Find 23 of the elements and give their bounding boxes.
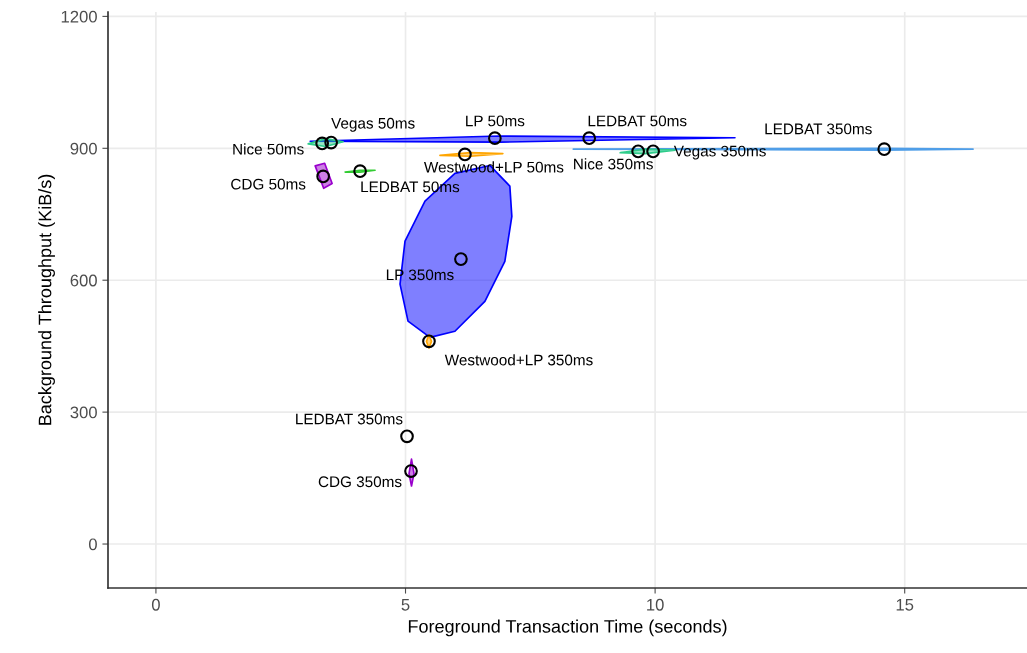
y-tick-label: 900 — [70, 142, 97, 155]
y-tick-label: 300 — [70, 406, 97, 419]
annotation: Nice 50ms — [233, 143, 304, 155]
annotation: Nice 350ms — [574, 158, 653, 170]
annotation: LP 50ms — [466, 115, 525, 127]
x-tick-label: 0 — [151, 598, 160, 611]
annotation: CDG 350ms — [318, 476, 402, 488]
annotation: CDG 50ms — [231, 178, 306, 190]
y-tick-label: 0 — [88, 538, 97, 551]
annotation: Westwood+LP 50ms — [423, 161, 564, 173]
annotation: Westwood+LP 350ms — [444, 354, 593, 366]
annotation: LEDBAT 350ms — [765, 123, 872, 135]
y-tick-label: 1200 — [61, 10, 97, 23]
annotation: LEDBAT 50ms — [588, 115, 687, 127]
x-axis-title: Foreground Transaction Time (seconds) — [408, 619, 727, 637]
x-tick-label: 10 — [647, 598, 664, 611]
annotation: LEDBAT 350ms — [296, 413, 403, 425]
y-axis-title: Background Throughput (KiB/s) — [38, 174, 55, 425]
annotation: Vegas 50ms — [331, 117, 415, 132]
x-tick-label: 15 — [896, 599, 914, 611]
y-tick-label: 600 — [70, 274, 97, 287]
annotation: LEDBAT 50ms — [361, 181, 460, 193]
x-tick-label: 5 — [401, 599, 410, 611]
